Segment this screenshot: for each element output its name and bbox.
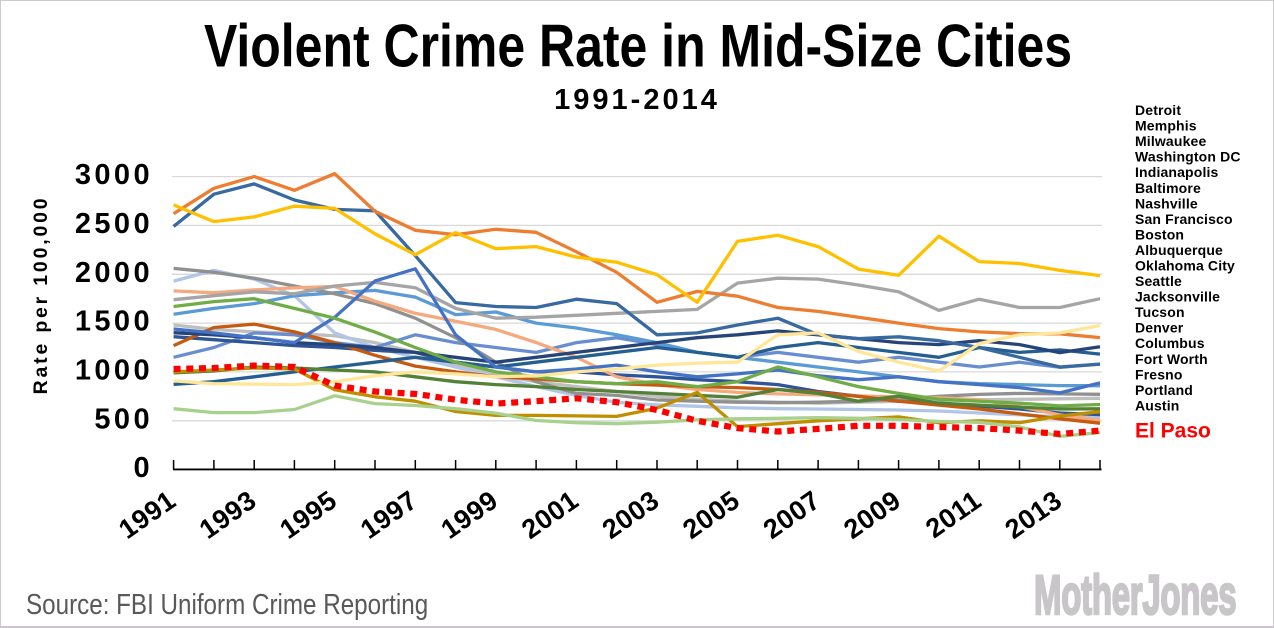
svg-text:2500: 2500 — [75, 208, 153, 240]
svg-text:Tucson: Tucson — [1135, 304, 1185, 320]
svg-text:Denver: Denver — [1135, 320, 1184, 336]
svg-text:Washington DC: Washington DC — [1135, 149, 1241, 165]
svg-text:1000: 1000 — [75, 355, 153, 387]
svg-text:Oklahoma City: Oklahoma City — [1135, 258, 1235, 274]
svg-text:1991-2014: 1991-2014 — [554, 84, 720, 116]
svg-text:2000: 2000 — [75, 257, 153, 289]
svg-text:500: 500 — [94, 403, 153, 435]
svg-text:Albuquerque: Albuquerque — [1135, 242, 1223, 258]
svg-text:Portland: Portland — [1135, 382, 1193, 398]
svg-text:0: 0 — [133, 452, 153, 484]
svg-text:San Francisco: San Francisco — [1135, 211, 1233, 227]
svg-text:Jacksonville: Jacksonville — [1135, 289, 1220, 305]
svg-text:Nashville: Nashville — [1135, 195, 1198, 211]
svg-text:Violent Crime Rate in Mid-Size: Violent Crime Rate in Mid-Size Cities — [204, 12, 1072, 79]
svg-text:Detroit: Detroit — [1135, 102, 1181, 118]
svg-text:1500: 1500 — [75, 306, 153, 338]
svg-text:Boston: Boston — [1135, 226, 1184, 242]
svg-text:Columbus: Columbus — [1135, 335, 1205, 351]
svg-text:MotherJones: MotherJones — [1034, 563, 1236, 626]
svg-text:Memphis: Memphis — [1135, 118, 1197, 134]
svg-text:Seattle: Seattle — [1135, 273, 1182, 289]
svg-text:Milwaukee: Milwaukee — [1135, 133, 1206, 149]
svg-text:Indianapolis: Indianapolis — [1135, 164, 1219, 180]
svg-text:El Paso: El Paso — [1135, 420, 1211, 443]
svg-text:Fresno: Fresno — [1135, 366, 1183, 382]
svg-text:Austin: Austin — [1135, 397, 1179, 413]
svg-text:Source: FBI Uniform Crime Repo: Source: FBI Uniform Crime Reporting — [26, 588, 428, 621]
svg-text:Rate per 100,000: Rate per 100,000 — [30, 196, 52, 395]
svg-text:3000: 3000 — [75, 159, 153, 191]
svg-text:Baltimore: Baltimore — [1135, 180, 1201, 196]
svg-text:Fort Worth: Fort Worth — [1135, 351, 1208, 367]
